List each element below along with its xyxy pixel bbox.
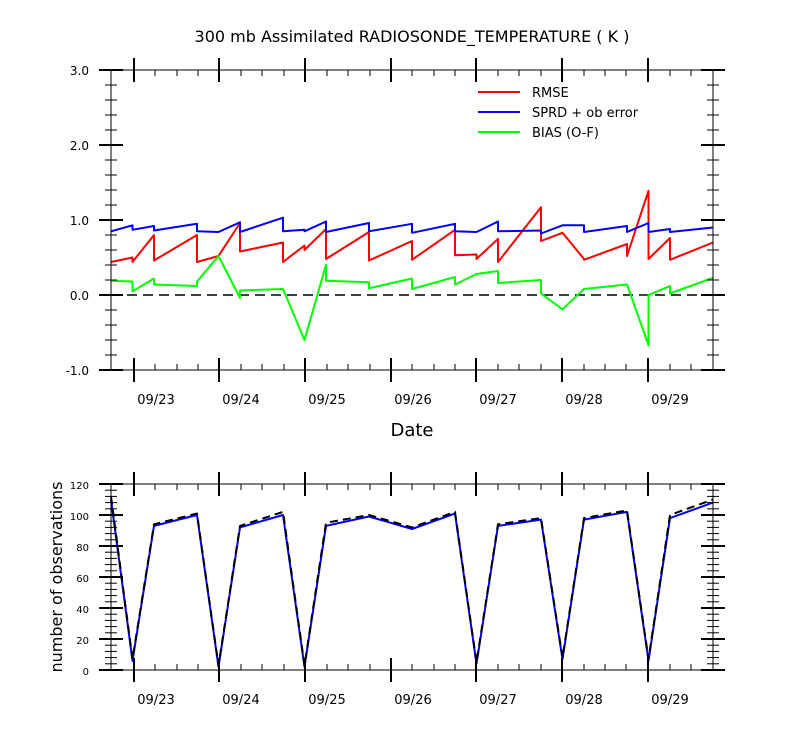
bottom-x-tick-label: 09/29 bbox=[651, 693, 688, 708]
top-series-rmse bbox=[110, 189, 714, 263]
top-panel: 300 mb Assimilated RADIOSONDE_TEMPERATUR… bbox=[66, 27, 725, 441]
bottom-y-tick-label: 120 bbox=[70, 481, 89, 492]
top-y-tick-label: 1.0 bbox=[70, 214, 89, 228]
bottom-x-tick-label: 09/28 bbox=[565, 693, 602, 708]
bottom-x-tick-label: 09/24 bbox=[222, 693, 259, 708]
bottom-series-total bbox=[110, 496, 714, 667]
top-x-tick-label: 09/28 bbox=[565, 393, 602, 408]
bottom-x-tick-label: 09/27 bbox=[479, 693, 516, 708]
legend-label: SPRD + ob error bbox=[532, 106, 639, 121]
bottom-x-tick-label: 09/25 bbox=[308, 693, 345, 708]
bottom-panel: 09/23 09/24 09/25 09/26 09/27 09/28 09/29 0 20 40… bbox=[47, 472, 725, 708]
top-y-tick-label: 2.0 bbox=[70, 139, 89, 153]
chart-title: 300 mb Assimilated RADIOSONDE_TEMPERATUR… bbox=[195, 27, 630, 47]
top-series-sprd-ob-error bbox=[110, 216, 714, 235]
top-y-tick-label: 0.0 bbox=[70, 289, 89, 303]
top-x-tick-label: 09/24 bbox=[222, 393, 259, 408]
legend-label: BIAS (O-F) bbox=[532, 126, 599, 141]
top-x-tick-label: 09/25 bbox=[308, 393, 345, 408]
bottom-y-tick-label: 80 bbox=[76, 543, 89, 554]
top-y-tick-label: 3.0 bbox=[70, 64, 89, 78]
top-x-tick-label: 09/23 bbox=[137, 393, 174, 408]
top-x-tick-label: 09/26 bbox=[394, 393, 431, 408]
x-axis-label: Date bbox=[390, 420, 433, 441]
top-series-bias-o-f bbox=[110, 255, 714, 347]
bottom-y-tick-label: 0 bbox=[83, 667, 89, 678]
top-y-tick-label: -1.0 bbox=[66, 364, 89, 378]
bottom-x-tick-label: 09/26 bbox=[394, 693, 431, 708]
top-x-tick-label: 09/29 bbox=[651, 393, 688, 408]
bottom-y-tick-label: 100 bbox=[70, 512, 89, 523]
top-x-tick-label: 09/27 bbox=[479, 393, 516, 408]
legend: RMSE SPRD + ob error BIAS (O-F) bbox=[478, 86, 639, 141]
legend-label: RMSE bbox=[532, 86, 569, 101]
bottom-y-tick-label: 60 bbox=[76, 574, 89, 585]
bottom-y-tick-label: 20 bbox=[76, 636, 89, 647]
bottom-x-tick-label: 09/23 bbox=[137, 693, 174, 708]
bottom-y-tick-label: 40 bbox=[76, 605, 89, 616]
y-axis-label: number of observations bbox=[47, 482, 66, 673]
